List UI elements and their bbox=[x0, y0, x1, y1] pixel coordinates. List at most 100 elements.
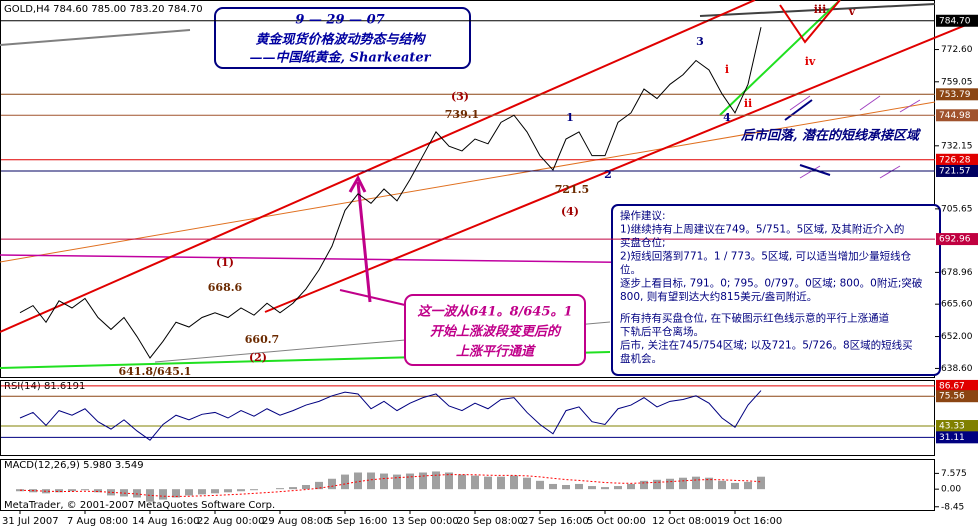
bar bbox=[601, 487, 609, 490]
bar bbox=[146, 489, 154, 502]
bar bbox=[133, 489, 141, 498]
bar bbox=[367, 472, 375, 490]
bar bbox=[731, 482, 739, 490]
trend-line bbox=[0, 29, 191, 46]
bar bbox=[705, 477, 713, 490]
advice-line: 1)继续持有上周建议在749。5/751。5区域, 及其附近介入的 bbox=[620, 223, 904, 236]
y-tick-label: 705.65 bbox=[941, 204, 973, 214]
bar bbox=[302, 485, 310, 490]
trend-line bbox=[0, 101, 936, 263]
bar bbox=[315, 481, 323, 490]
y-tick-label: 7.575 bbox=[941, 469, 967, 479]
bar bbox=[211, 489, 219, 494]
advice-line: 位。 bbox=[620, 263, 641, 276]
bar bbox=[341, 474, 349, 490]
bar bbox=[575, 483, 583, 490]
bar bbox=[757, 476, 765, 490]
x-tick-label: 7 Aug 08:00 bbox=[67, 516, 128, 527]
bar bbox=[653, 479, 661, 490]
advice-line: 逐步上看目标, 791。0; 795。0/797。0区域; 800。0附近;突破 bbox=[620, 277, 923, 290]
annotation: 后市回落, 潜在的短线承接区域 bbox=[740, 128, 921, 144]
trend-line bbox=[719, 0, 841, 116]
level-tag bbox=[936, 420, 978, 433]
bar bbox=[198, 489, 206, 495]
advice-line: 买盘仓位; bbox=[620, 236, 666, 249]
title-box bbox=[214, 7, 471, 69]
bar bbox=[536, 480, 544, 490]
arrow bbox=[339, 289, 406, 306]
bar bbox=[159, 489, 167, 500]
bar bbox=[276, 488, 284, 490]
x-tick-label: 27 Sep 16:00 bbox=[522, 516, 589, 527]
x-tick-label: 5 Sep 16:00 bbox=[327, 516, 387, 527]
annotation: 668.6 bbox=[208, 281, 243, 294]
level-label: 726.28 bbox=[939, 155, 971, 165]
level-label: 31.11 bbox=[939, 433, 965, 443]
rsi-title: RSI(14) 81.6191 bbox=[4, 381, 85, 392]
annotation: 9 — 29 — 07 bbox=[295, 13, 384, 28]
advice-line: 后市, 关注在745/754区域; 以及721。5/726。8区域的短线买 bbox=[620, 339, 913, 352]
annotation: 这一波从641。8/645。1 bbox=[417, 304, 572, 320]
bar bbox=[614, 486, 622, 490]
annotation: 3 bbox=[696, 35, 704, 48]
bar bbox=[81, 489, 89, 491]
bar bbox=[445, 472, 453, 490]
y-tick-label: -8.45 bbox=[941, 502, 964, 512]
level-label: 744.98 bbox=[939, 111, 971, 121]
annotation: 739.1 bbox=[445, 108, 479, 121]
x-tick-label: 13 Sep 00:00 bbox=[392, 516, 459, 527]
y-tick-label: 665.60 bbox=[941, 300, 973, 310]
arrow-head bbox=[348, 174, 367, 193]
hatch bbox=[789, 95, 921, 179]
bar bbox=[419, 472, 427, 490]
bar bbox=[354, 472, 362, 490]
level-label: 721.57 bbox=[939, 166, 971, 176]
level-label: 692.96 bbox=[939, 235, 971, 245]
level-label: 86.67 bbox=[939, 381, 965, 391]
annotation: 641.8/645.1 bbox=[119, 365, 192, 378]
channel-upper bbox=[0, 0, 756, 333]
bar bbox=[718, 480, 726, 490]
annotation: 4 bbox=[723, 111, 731, 124]
level-tag bbox=[936, 109, 978, 122]
y-tick-label: 759.05 bbox=[941, 77, 973, 87]
bar bbox=[68, 489, 76, 492]
bar bbox=[627, 483, 635, 490]
bar bbox=[94, 489, 102, 493]
series-line bbox=[19, 390, 762, 441]
annotation: 2 bbox=[604, 168, 612, 181]
annotation: 开始上涨波段变更后的 bbox=[430, 324, 562, 340]
main-title: GOLD,H4 784.60 785.00 783.20 784.70 bbox=[4, 4, 203, 15]
bar bbox=[679, 477, 687, 490]
bar bbox=[250, 489, 258, 491]
annotation: iv bbox=[805, 55, 816, 68]
level-tag bbox=[936, 431, 978, 444]
x-tick-label: 20 Sep 08:00 bbox=[457, 516, 524, 527]
bar bbox=[458, 474, 466, 490]
x-tick-label: 19 Oct 16:00 bbox=[717, 516, 782, 527]
bar bbox=[107, 489, 115, 496]
bar bbox=[55, 489, 63, 493]
level-label: 43.33 bbox=[939, 422, 965, 432]
level-tag bbox=[936, 164, 978, 177]
bar bbox=[224, 489, 232, 493]
annotation: 上涨平行通道 bbox=[456, 344, 536, 360]
advice-line: 800, 则有望到达大约815美元/盎司附近。 bbox=[620, 290, 817, 303]
level-tag bbox=[936, 88, 978, 101]
x-tick-label: 29 Aug 08:00 bbox=[262, 516, 329, 527]
x-tick-label: 12 Oct 08:00 bbox=[652, 516, 717, 527]
bar bbox=[471, 475, 479, 490]
bar bbox=[692, 476, 700, 490]
macd-pane bbox=[0, 459, 935, 511]
bar bbox=[42, 489, 50, 494]
annotation: 721.5 bbox=[555, 183, 589, 196]
advice-line: 2)短线回落到771。1 / 773。5区域, 可以适当增加少量短线仓 bbox=[620, 250, 912, 263]
annotation: i bbox=[725, 63, 729, 76]
watermark: MetaTrader, © 2001-2007 MetaQuotes Softw… bbox=[4, 500, 275, 511]
bar bbox=[16, 489, 24, 492]
bar bbox=[172, 489, 180, 498]
trend-line bbox=[699, 3, 936, 17]
bar bbox=[497, 476, 505, 490]
arrow bbox=[356, 181, 372, 303]
y-tick-label: 652.00 bbox=[941, 332, 973, 342]
